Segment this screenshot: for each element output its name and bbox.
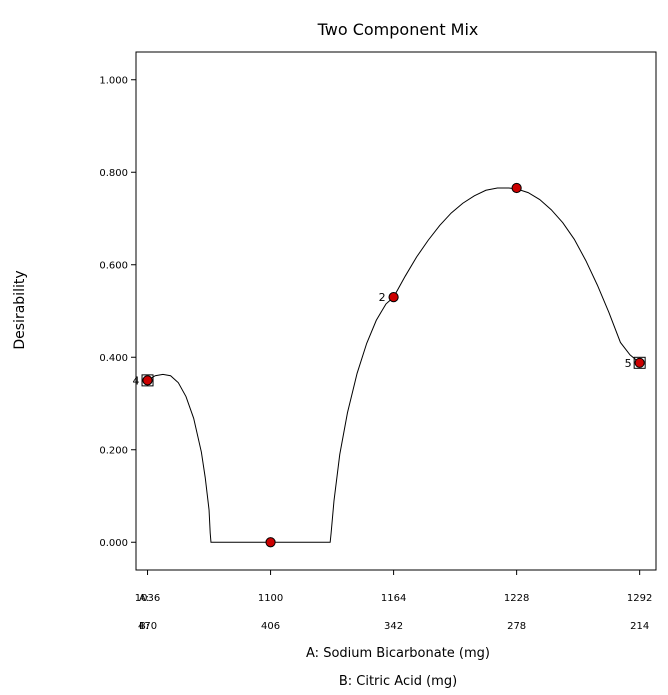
y-tick-label: 0.400 — [99, 353, 128, 364]
design-point — [388, 292, 399, 303]
x-row-prefix: A: — [139, 593, 149, 604]
design-point — [142, 375, 153, 386]
y-tick-label: 0.000 — [99, 538, 128, 549]
y-axis-label: Desirability — [12, 270, 28, 349]
x-tick-label: 342 — [384, 621, 403, 632]
point-label: 2 — [379, 291, 386, 304]
y-tick-label: 0.800 — [99, 168, 128, 179]
y-tick-label: 1.000 — [99, 75, 128, 86]
x-tick-label: 1164 — [381, 593, 406, 604]
x-tick-label: 1292 — [627, 593, 652, 604]
y-tick-label: 0.200 — [99, 445, 128, 456]
y-tick-label: 0.600 — [99, 260, 128, 271]
chart-title: Two Component Mix — [317, 20, 479, 39]
design-point — [511, 182, 522, 194]
x-axis: A:1036 1100 1164 1228 1292 B:470 406 342 278 214 — [135, 570, 652, 632]
x-axis-label-b: B: Citric Acid (mg) — [339, 674, 457, 689]
desirability-curve — [147, 187, 640, 543]
design-points: 4 2 5 — [133, 182, 646, 548]
point-label: 5 — [625, 357, 632, 370]
design-point-square — [141, 374, 154, 387]
x-tick-label: 214 — [630, 621, 649, 632]
design-point — [265, 537, 276, 548]
x-tick-label: 1100 — [258, 593, 283, 604]
x-tick-label: 1036 — [135, 593, 160, 604]
design-point — [634, 357, 645, 368]
y-axis: 0.000 0.200 0.400 0.600 0.800 1.000 — [99, 75, 136, 549]
x-row-prefix: B: — [139, 621, 149, 632]
plot-area-frame — [135, 51, 657, 571]
x-axis-label-a: A: Sodium Bicarbonate (mg) — [306, 646, 490, 661]
point-label: 4 — [133, 374, 140, 387]
x-tick-label: 1228 — [504, 593, 529, 604]
x-tick-label: 406 — [261, 621, 280, 632]
x-tick-label: 278 — [507, 621, 526, 632]
x-tick-label: 470 — [138, 621, 157, 632]
design-point-square — [633, 356, 646, 369]
